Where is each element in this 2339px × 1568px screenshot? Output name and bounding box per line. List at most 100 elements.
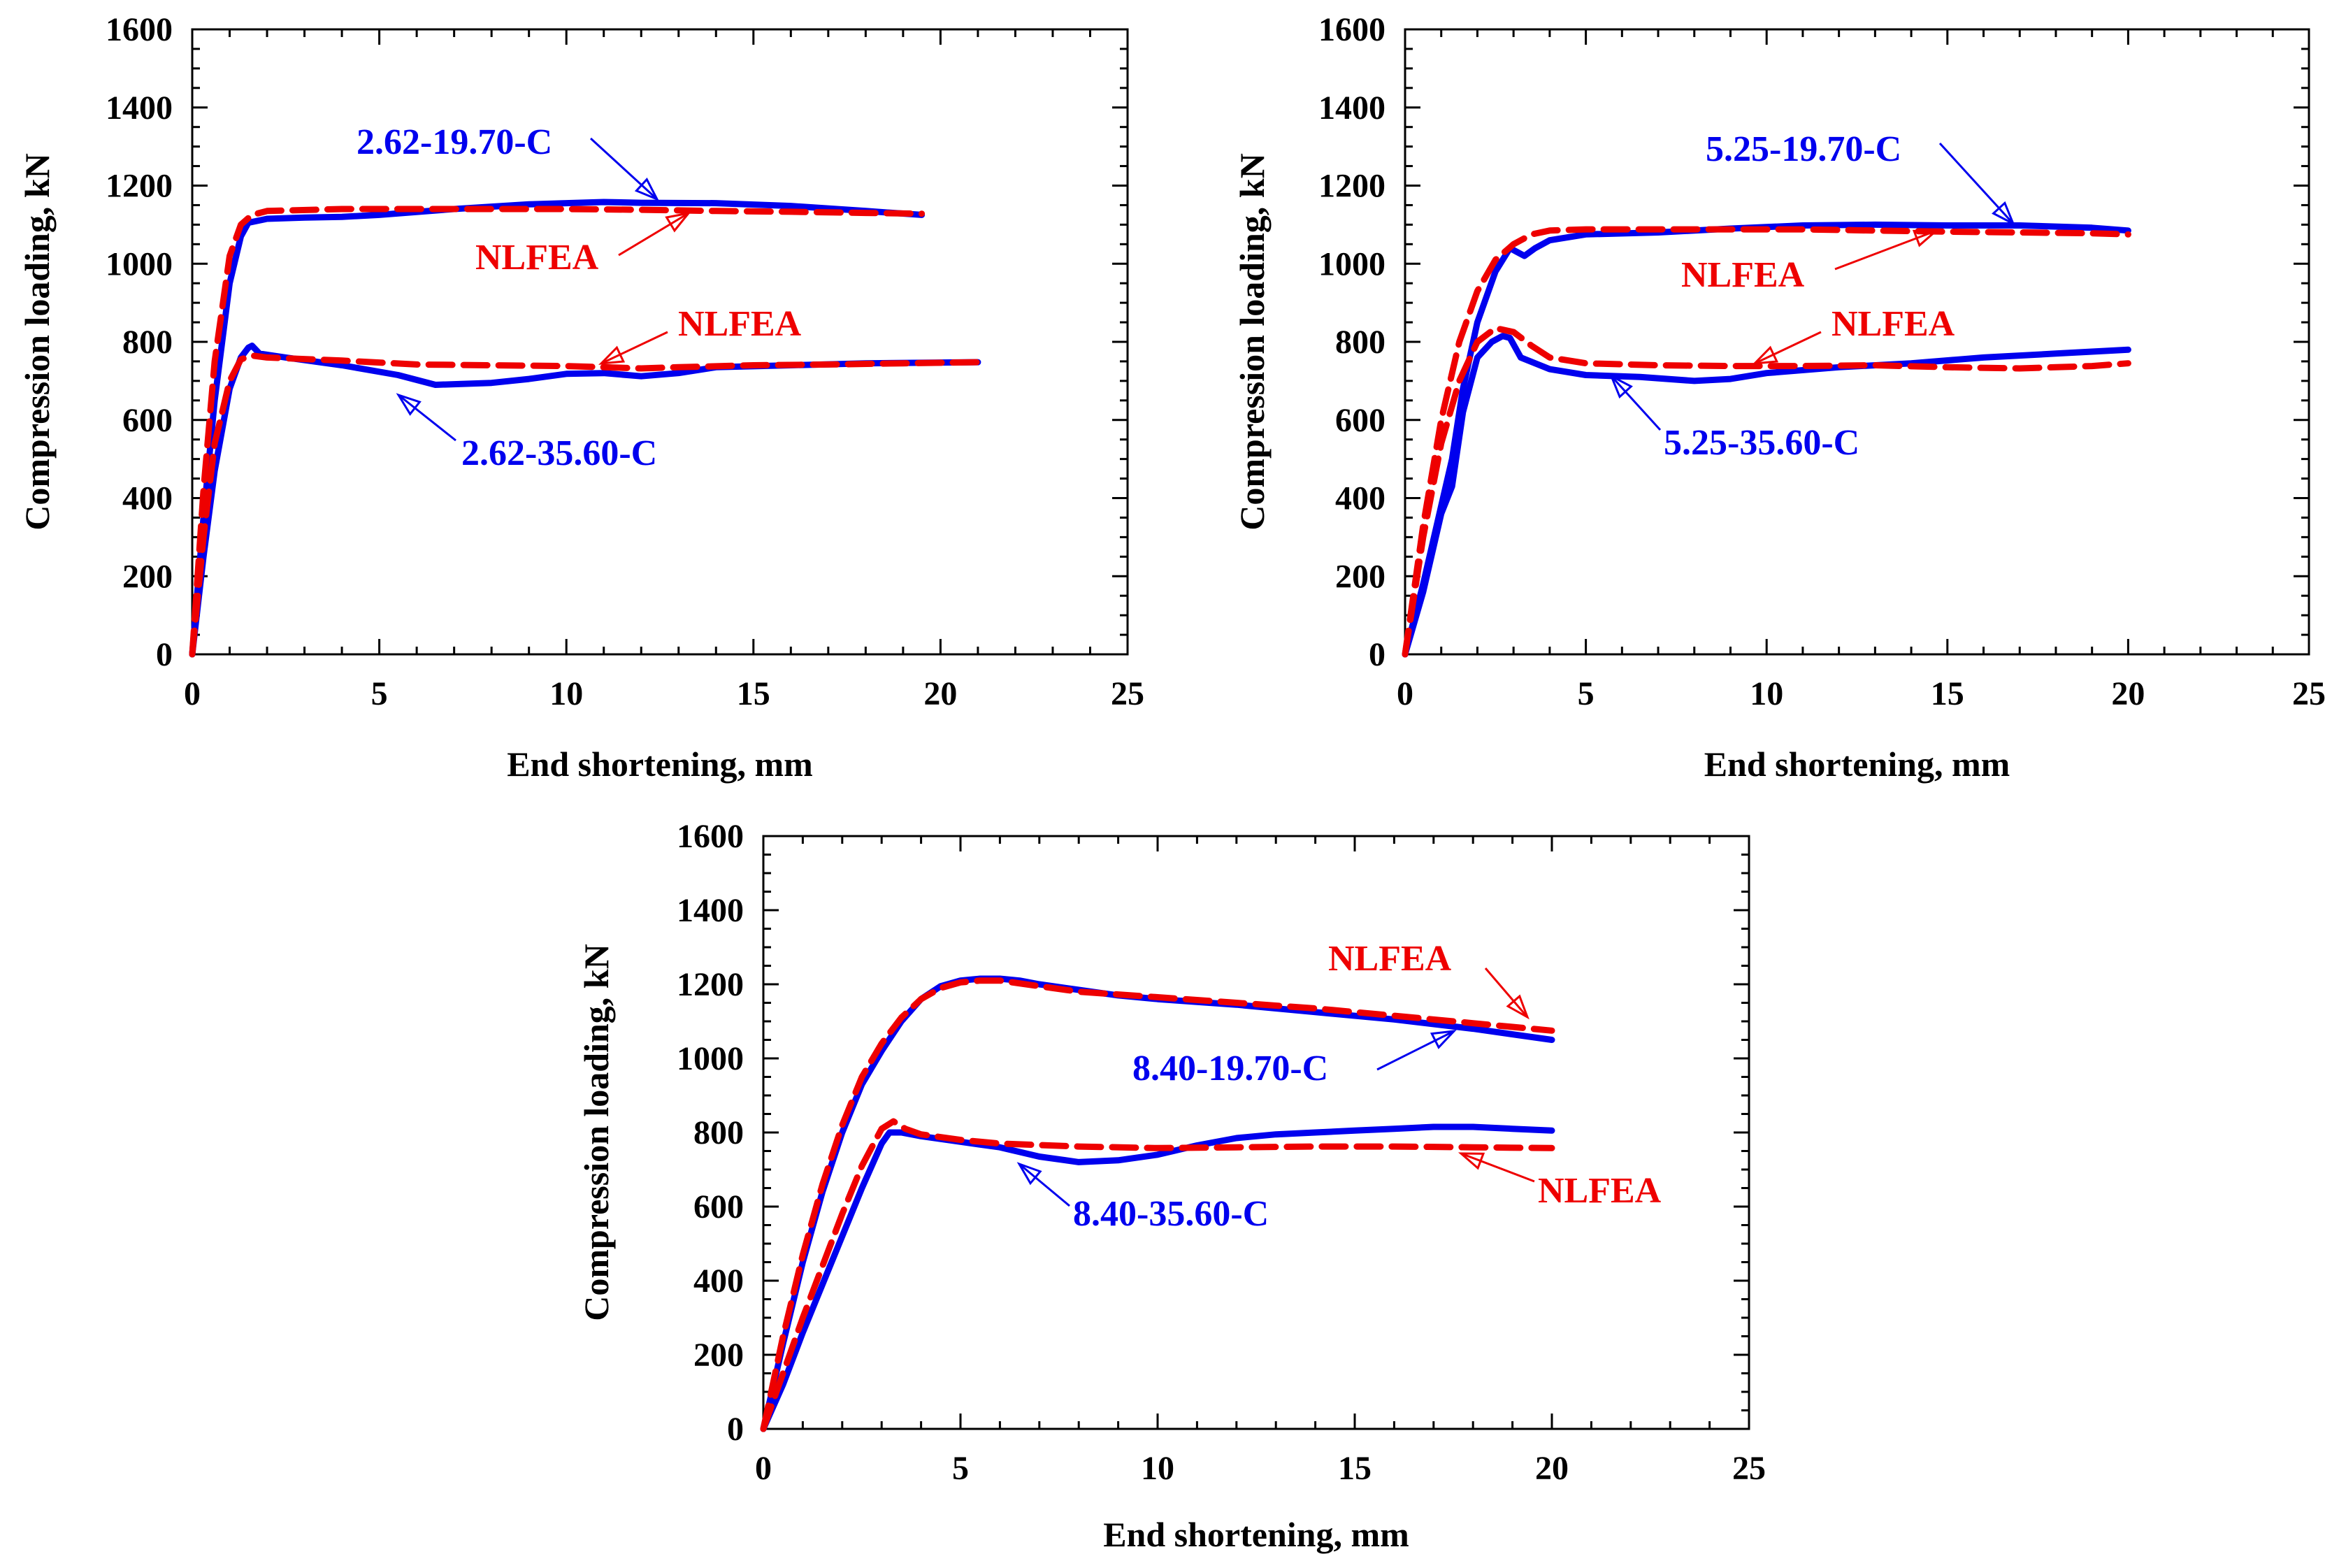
y-tick-label: 400 (122, 480, 173, 517)
annotation-arrowhead (598, 345, 626, 365)
y-tick-label: 800 (1335, 324, 1386, 361)
y-tick-label: 1200 (677, 966, 744, 1003)
annotation-label-nlfea: NLFEA (678, 304, 802, 344)
annotation-label-2.62-35.60-c: 2.62-35.60-C (461, 433, 657, 473)
y-tick-label: 0 (1369, 636, 1386, 673)
x-tick-label: 25 (1732, 1450, 1766, 1487)
annotation-leader-line (600, 331, 668, 365)
y-tick-label: 0 (727, 1411, 744, 1448)
annotation-arrowhead (1458, 1152, 1485, 1170)
annotation-arrowhead (1912, 229, 1940, 247)
y-tick-label: 1400 (677, 892, 744, 929)
annotation-leader-line (398, 394, 456, 442)
x-tick-label: 10 (1141, 1450, 1174, 1487)
annotation-leader-line (1834, 229, 1937, 271)
y-axis-title: Compression loading, kN (1232, 153, 1272, 530)
annotation-leader-line (589, 137, 658, 201)
y-tick-label: 600 (122, 402, 173, 439)
y-tick-label: 0 (156, 636, 173, 673)
y-tick-label: 1200 (1318, 168, 1386, 205)
annotation-arrowhead (396, 393, 422, 416)
y-tick-label: 1600 (1318, 11, 1386, 48)
nlfea-dashed-line-nlfea-2.62-35.60-c (189, 352, 981, 658)
y-tick-label: 800 (122, 324, 173, 361)
annotation-label-nlfea: NLFEA (475, 238, 599, 278)
annotation-label-nlfea: NLFEA (1328, 939, 1452, 979)
chart-panel-1: 0 5 10 15 20 25 0 200 400 600 800 1000 1200 1400 1600 E… (17, 11, 1144, 784)
x-tick-label: 5 (952, 1450, 969, 1487)
nlfea-dashed-line-nlfea-8.40-19.70-c (760, 977, 1555, 1432)
y-tick-label: 200 (1335, 558, 1386, 595)
y-tick-label: 400 (693, 1263, 744, 1300)
y-tick-label: 1400 (106, 89, 173, 127)
x-tick-label: 5 (1578, 675, 1595, 712)
y-tick-label: 200 (693, 1337, 744, 1374)
annotation-leader-line (1754, 331, 1822, 365)
y-tick-label: 1200 (106, 168, 173, 205)
nlfea-dashed-line-nlfea-5.25-35.60-c (1402, 324, 2131, 658)
x-tick-label: 0 (184, 675, 201, 712)
annotation-leader-line (1610, 375, 1662, 431)
annotation-label-nlfea: NLFEA (1538, 1171, 1662, 1211)
annotation-label-8.40-35.60-c: 8.40-35.60-C (1073, 1194, 1269, 1234)
annotation-leader-line (1460, 1152, 1535, 1183)
annotation-arrowhead (1430, 1030, 1457, 1049)
annotation-label-8.40-19.70-c: 8.40-19.70-C (1132, 1049, 1328, 1088)
chart-panel-2: 0 5 10 15 20 25 0 200 400 600 800 1000 1200 1400 1600 E… (1232, 11, 2326, 784)
annotation-leader-line (1484, 968, 1529, 1018)
chart-panel-3: 0 5 10 15 20 25 0 200 400 600 800 1000 1200 1400 1600 E… (577, 818, 1766, 1554)
x-tick-label: 15 (1338, 1450, 1372, 1487)
experiment-line-2.62-35.60-c (189, 343, 981, 658)
annotation-leader-line (618, 212, 689, 257)
annotation-label-2.62-19.70-c: 2.62-19.70-C (357, 122, 552, 162)
annotation-arrowhead (634, 178, 660, 201)
annotation-arrowhead (1609, 373, 1633, 399)
annotation-arrowhead (1506, 994, 1530, 1020)
x-tick-label: 20 (1535, 1450, 1569, 1487)
x-axis-title: End shortening, mm (1103, 1515, 1409, 1554)
x-axis-title: End shortening, mm (1704, 745, 2010, 784)
x-tick-label: 15 (737, 675, 770, 712)
annotation-arrowhead (1992, 201, 2015, 226)
experiment-line-5.25-19.70-c (1402, 221, 2131, 658)
annotation-leader-line (1019, 1163, 1070, 1207)
y-tick-label: 1600 (106, 11, 173, 48)
plot-area-frame (191, 28, 1129, 656)
annotation-arrowhead (665, 211, 691, 233)
y-axis-title: Compression loading, kN (17, 153, 57, 530)
x-tick-label: 5 (371, 675, 388, 712)
annotation-label-5.25-19.70-c: 5.25-19.70-C (1706, 129, 1901, 169)
x-tick-label: 20 (2111, 675, 2145, 712)
y-tick-label: 1000 (677, 1040, 744, 1077)
annotation-label-nlfea: NLFEA (1681, 255, 1805, 295)
x-tick-label: 10 (1750, 675, 1783, 712)
y-tick-label: 600 (693, 1188, 744, 1225)
nlfea-dashed-line-nlfea-8.40-35.60-c (760, 1118, 1555, 1432)
y-tick-label: 400 (1335, 480, 1386, 517)
x-tick-label: 20 (923, 675, 957, 712)
experiment-line-5.25-35.60-c (1402, 333, 2131, 658)
experiment-line-8.40-35.60-c (760, 1123, 1555, 1432)
annotation-leader-line (1938, 142, 2015, 225)
annotation-arrowhead (1016, 1162, 1042, 1186)
x-tick-label: 0 (755, 1450, 772, 1487)
y-tick-label: 800 (693, 1114, 744, 1151)
y-tick-label: 1000 (1318, 245, 1386, 282)
y-tick-label: 600 (1335, 402, 1386, 439)
nlfea-dashed-line-nlfea-5.25-19.70-c (1402, 226, 2131, 658)
x-tick-label: 0 (1397, 675, 1413, 712)
y-tick-label: 1400 (1318, 89, 1386, 127)
annotation-label-nlfea: NLFEA (1831, 304, 1955, 344)
x-tick-label: 15 (1931, 675, 1964, 712)
annotation-label-5.25-35.60-c: 5.25-35.60-C (1664, 423, 1859, 463)
x-tick-label: 10 (549, 675, 583, 712)
annotation-leader-line (1376, 1030, 1455, 1071)
y-axis-title: Compression loading, kN (577, 944, 616, 1321)
experiment-line-2.62-19.70-c (189, 199, 926, 658)
y-tick-label: 200 (122, 558, 173, 595)
annotation-arrowhead (1752, 345, 1779, 365)
x-axis-title: End shortening, mm (507, 745, 813, 784)
x-tick-label: 25 (2292, 675, 2326, 712)
x-tick-label: 25 (1111, 675, 1144, 712)
